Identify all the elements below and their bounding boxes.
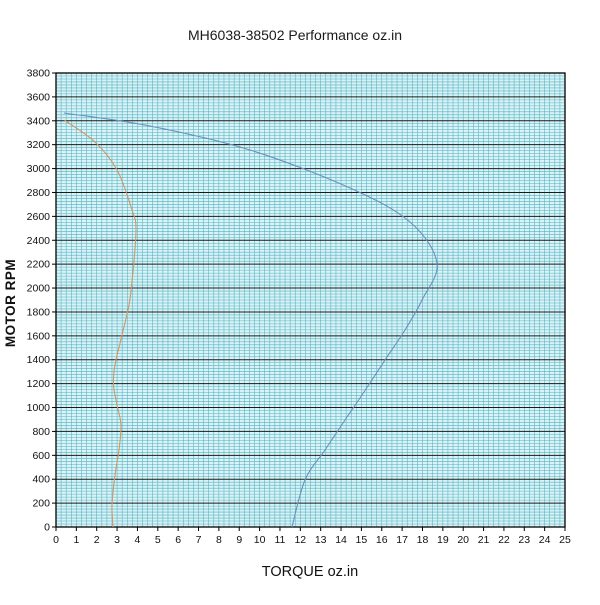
svg-text:TORQUE oz.in: TORQUE oz.in (262, 564, 358, 580)
svg-text:24: 24 (539, 534, 551, 546)
svg-text:2: 2 (94, 534, 100, 546)
svg-text:9: 9 (236, 534, 242, 546)
svg-text:14: 14 (335, 534, 347, 546)
svg-text:0: 0 (53, 534, 59, 546)
svg-text:3600: 3600 (27, 91, 51, 103)
svg-text:3200: 3200 (27, 139, 51, 151)
svg-text:12: 12 (294, 534, 306, 546)
svg-text:MOTOR RPM: MOTOR RPM (3, 259, 18, 347)
svg-text:0: 0 (44, 522, 50, 534)
svg-text:1400: 1400 (27, 354, 51, 366)
svg-text:600: 600 (32, 450, 50, 462)
svg-text:10: 10 (254, 534, 266, 546)
svg-text:17: 17 (396, 534, 408, 546)
svg-text:2600: 2600 (27, 211, 51, 223)
svg-text:6: 6 (175, 534, 181, 546)
svg-text:15: 15 (356, 534, 368, 546)
svg-text:5: 5 (155, 534, 161, 546)
svg-text:1: 1 (73, 534, 79, 546)
svg-text:2000: 2000 (27, 283, 51, 295)
svg-text:200: 200 (32, 498, 50, 510)
svg-text:1600: 1600 (27, 330, 51, 342)
svg-text:3: 3 (114, 534, 120, 546)
svg-text:11: 11 (275, 534, 286, 546)
svg-text:2200: 2200 (27, 259, 51, 271)
svg-text:3800: 3800 (27, 68, 51, 80)
svg-text:3400: 3400 (27, 115, 51, 127)
svg-text:4: 4 (135, 534, 141, 546)
svg-text:3000: 3000 (27, 163, 51, 175)
svg-text:13: 13 (315, 534, 327, 546)
svg-text:20: 20 (457, 534, 469, 546)
svg-text:16: 16 (376, 534, 388, 546)
svg-text:800: 800 (32, 426, 50, 438)
svg-text:7: 7 (196, 534, 202, 546)
svg-text:400: 400 (32, 474, 50, 486)
svg-text:19: 19 (437, 534, 449, 546)
svg-text:MH6038-38502 Performance oz.i: MH6038-38502 Performance oz.in (188, 27, 402, 43)
svg-text:21: 21 (478, 534, 490, 546)
svg-text:18: 18 (417, 534, 429, 546)
svg-text:2800: 2800 (27, 187, 51, 199)
svg-text:1800: 1800 (27, 306, 51, 318)
svg-text:2400: 2400 (27, 235, 51, 247)
svg-text:23: 23 (518, 534, 530, 546)
svg-text:1200: 1200 (27, 378, 51, 390)
svg-text:25: 25 (559, 534, 571, 546)
svg-text:8: 8 (216, 534, 222, 546)
svg-text:1000: 1000 (27, 402, 51, 414)
svg-text:22: 22 (498, 534, 510, 546)
